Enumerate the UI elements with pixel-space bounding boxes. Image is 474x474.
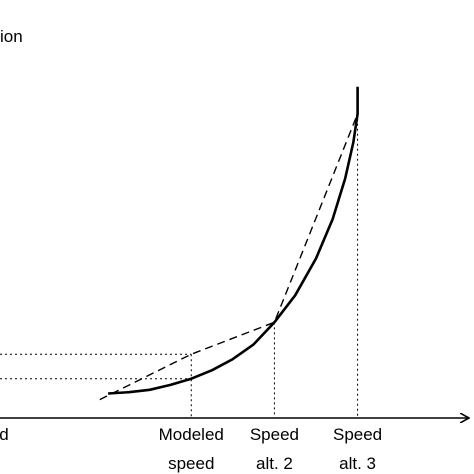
y-axis-label: ion [0,27,23,46]
series-dashed-line [99,113,359,401]
x-tick-labels: d Modeled speed Speed alt. 2 Speed alt. 3 [0,425,382,473]
x-tick-label-3-line-1: Speed [250,425,299,444]
x-tick-label-1-line-1: d [0,425,9,444]
series-solid-line [108,86,359,395]
x-tick-label-4-line-2: alt. 3 [339,454,376,473]
guide-lines [0,113,359,418]
x-tick-label-3-line-2: alt. 2 [256,454,293,473]
x-tick-label-4-line-1: Speed [333,425,382,444]
x-tick-label-2-line-2: speed [168,454,214,473]
series-group [99,86,359,401]
x-tick-label-2-line-1: Modeled [159,425,224,444]
